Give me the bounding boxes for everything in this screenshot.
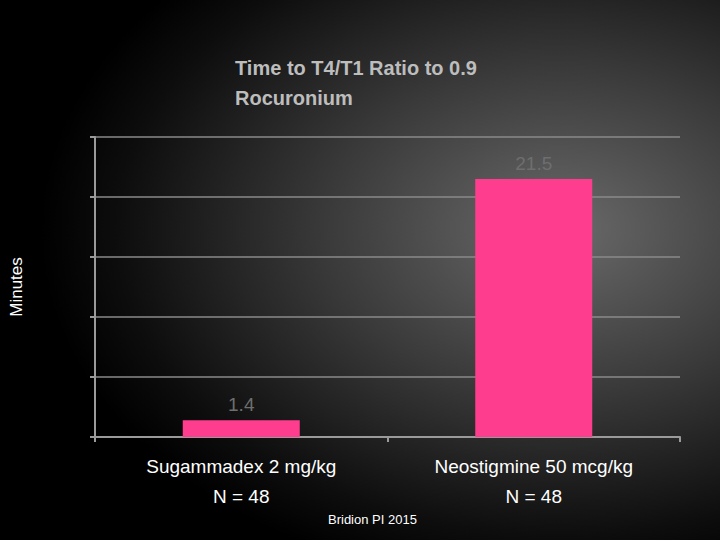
svg-text:Minutes: Minutes — [7, 257, 26, 317]
svg-text:Sugammadex 2 mg/kg: Sugammadex 2 mg/kg — [146, 456, 336, 477]
svg-text:Bridion PI 2015: Bridion PI 2015 — [328, 512, 417, 527]
svg-text:Time to T4/T1 Ratio to 0.9: Time to T4/T1 Ratio to 0.9 — [235, 57, 477, 79]
svg-text:N = 48: N = 48 — [213, 486, 270, 507]
svg-text:21.5: 21.5 — [515, 153, 552, 174]
svg-text:Neostigmine 50 mcg/kg: Neostigmine 50 mcg/kg — [434, 456, 633, 477]
svg-text:1.4: 1.4 — [228, 394, 255, 415]
svg-text:N = 48: N = 48 — [505, 486, 562, 507]
svg-text:Rocuronium: Rocuronium — [235, 87, 353, 109]
